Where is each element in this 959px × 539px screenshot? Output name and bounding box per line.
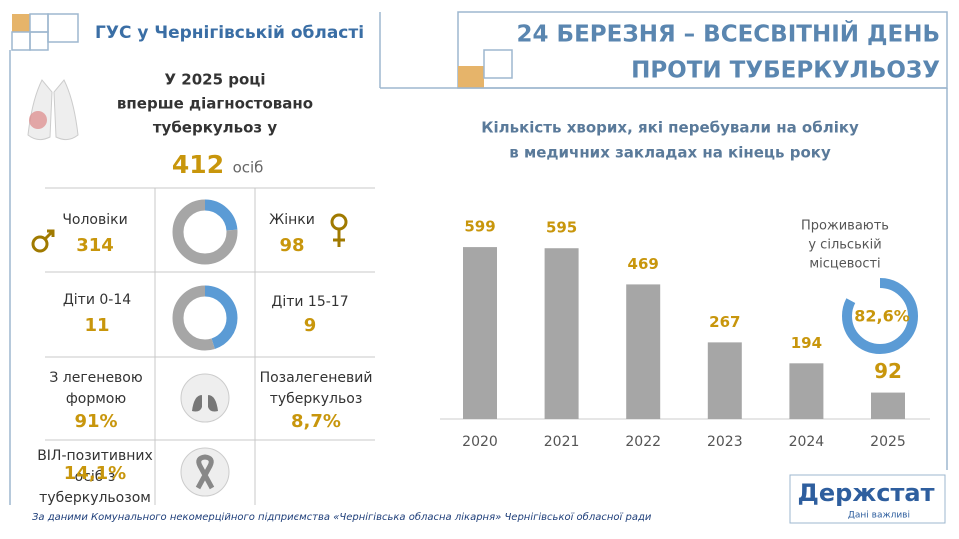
annotation-line: місцевості (809, 257, 880, 272)
donut-segment (172, 199, 238, 265)
stat-label: Діти 0-14 (63, 292, 131, 308)
annotation-line: у сільській (808, 238, 881, 253)
value-label: 599 (464, 218, 495, 236)
intro-line: У 2025 році (164, 71, 265, 89)
stat-label: З легеневою (49, 370, 143, 386)
value-label: 194 (791, 334, 822, 352)
donut-segment (172, 285, 238, 351)
grid (45, 187, 375, 505)
bar (544, 248, 579, 419)
title: 24 БЕРЕЗНЯ – ВСЕСВІТНІЙ ДЕНЬ (517, 20, 940, 48)
value-label: 92 (874, 359, 902, 383)
x-tick-label: 2022 (625, 434, 661, 450)
stat-value: 9 (304, 315, 317, 336)
stat-label: Діти 15-17 (271, 294, 348, 310)
decor (9, 11, 948, 505)
intro-line: туберкульоз у (153, 119, 278, 137)
stat-value: 8,7% (291, 411, 341, 432)
stat-label: Жінки (269, 212, 315, 228)
bar (626, 284, 661, 419)
logo-box (789, 474, 946, 524)
x-tick-label: 2020 (462, 434, 498, 450)
logo: Держстат (798, 479, 935, 507)
stat-label: туберкульозом (39, 490, 151, 506)
value-label: 595 (546, 219, 577, 237)
ring-value (842, 278, 918, 354)
icons (27, 79, 348, 497)
x-tick-label: 2024 (789, 434, 825, 450)
x-tick-label: 2023 (707, 434, 743, 450)
x-tick-label: 2021 (544, 434, 580, 450)
intro-line: вперше діагностовано (117, 95, 313, 113)
bar (707, 342, 742, 419)
intro-unit: осіб (233, 159, 264, 177)
x-tick-label: 2025 (870, 434, 906, 450)
chart-title: Кількість хворих, які перебували на облі… (481, 119, 859, 137)
org-name: ГУС у Чернігівській області (95, 23, 364, 43)
title: ПРОТИ ТУБЕРКУЛЬОЗУ (631, 58, 940, 84)
intro-total: 412 (172, 150, 224, 179)
stat-label: Позалегеневий (260, 370, 373, 386)
ring-label: 82,6% (854, 307, 910, 326)
bar (871, 392, 905, 419)
stat-label: формою (66, 391, 127, 407)
stat-label: туберкульоз (270, 391, 363, 407)
source-note: За даними Комунального некомерційного пі… (32, 511, 652, 523)
annotation-line: Проживають (801, 219, 889, 234)
stat-value: 14,1% (64, 463, 126, 484)
stat-label: Чоловіки (62, 212, 127, 228)
logo-tagline: Дані важливі (848, 511, 910, 521)
stat-value: 11 (84, 315, 109, 336)
stat-value: 91% (74, 411, 117, 432)
bar (789, 363, 824, 419)
stat-value: 98 (279, 235, 304, 256)
stat-label: осіб з (75, 469, 116, 485)
bar (463, 247, 497, 419)
stat-value: 314 (76, 235, 114, 256)
chart-title: в медичних закладах на кінець року (509, 144, 831, 162)
stat-label: ВІЛ-позитивних (37, 448, 153, 464)
value-label: 469 (628, 255, 659, 273)
value-label: 267 (709, 313, 740, 331)
